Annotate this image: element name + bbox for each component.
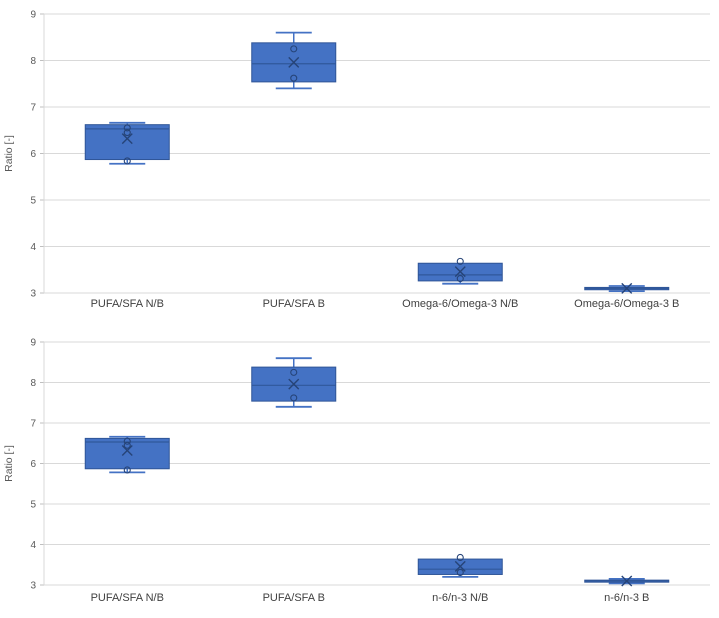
- data-point-circle: [123, 129, 131, 137]
- box-series: [251, 357, 337, 408]
- y-tick-label: 9: [30, 338, 36, 349]
- data-point-circle: [456, 257, 464, 265]
- data-point-circle: [123, 437, 131, 445]
- y-axis-title: Ratio [-]: [3, 135, 15, 172]
- y-tick-label: 7: [30, 103, 36, 114]
- category-label: PUFA/SFA B: [263, 298, 325, 310]
- category-label: PUFA/SFA N/B: [91, 592, 164, 604]
- y-tick-label: 6: [30, 459, 36, 470]
- data-point-circle: [123, 441, 131, 449]
- mean-x-icon: [621, 282, 633, 294]
- mean-x-icon: [288, 378, 300, 390]
- y-tick-label: 4: [30, 540, 36, 551]
- mean-x-icon: [621, 575, 633, 587]
- mean-x-icon: [121, 133, 133, 145]
- category-label: Omega-6/Omega-3 N/B: [402, 298, 518, 310]
- y-tick-label: 3: [30, 581, 36, 592]
- category-label: n-6/n-3 B: [604, 592, 649, 604]
- box-series: [251, 31, 337, 90]
- category-label: n-6/n-3 N/B: [432, 592, 488, 604]
- data-point-circle: [456, 568, 464, 576]
- mean-x-icon: [288, 56, 300, 68]
- y-tick-label: 8: [30, 378, 36, 389]
- data-point-circle: [290, 368, 298, 376]
- data-point-circle: [290, 74, 298, 82]
- data-point-circle: [123, 124, 131, 132]
- box-series: [417, 553, 503, 578]
- mean-x-icon: [121, 445, 133, 457]
- box-series: [84, 435, 170, 474]
- mean-x-icon: [454, 266, 466, 278]
- data-point-circle: [456, 275, 464, 283]
- box-series: [417, 257, 503, 285]
- box-series: [584, 282, 670, 294]
- box-series: [584, 575, 670, 587]
- category-label: PUFA/SFA N/B: [91, 298, 164, 310]
- data-point-circle: [290, 45, 298, 53]
- y-axis-title: Ratio [-]: [3, 445, 15, 482]
- y-tick-label: 9: [30, 10, 36, 21]
- y-tick-label: 5: [30, 500, 36, 511]
- category-label: PUFA/SFA B: [263, 592, 325, 604]
- y-tick-label: 6: [30, 149, 36, 160]
- data-point-circle: [290, 394, 298, 402]
- y-tick-label: 7: [30, 419, 36, 430]
- box-series: [84, 121, 170, 165]
- mean-x-icon: [454, 560, 466, 572]
- category-label: Omega-6/Omega-3 B: [574, 298, 679, 310]
- data-point-circle: [456, 553, 464, 562]
- y-tick-label: 4: [30, 242, 36, 253]
- box-rect: [84, 437, 170, 470]
- y-tick-label: 8: [30, 56, 36, 67]
- data-point-circle: [123, 157, 131, 165]
- y-tick-label: 3: [30, 289, 36, 300]
- y-tick-label: 5: [30, 196, 36, 207]
- boxplot-bottom: 3 4 5 6 7 8 9 Ratio [-] PUFA/SFA N/B PUFA/SFA B n-…: [3, 338, 710, 604]
- boxplot-top: 3 4 5 6 7 8 9 Ratio [-] PUFA/SFA N/B PUFA/SFA B Om…: [3, 10, 710, 310]
- data-point-circle: [123, 466, 131, 474]
